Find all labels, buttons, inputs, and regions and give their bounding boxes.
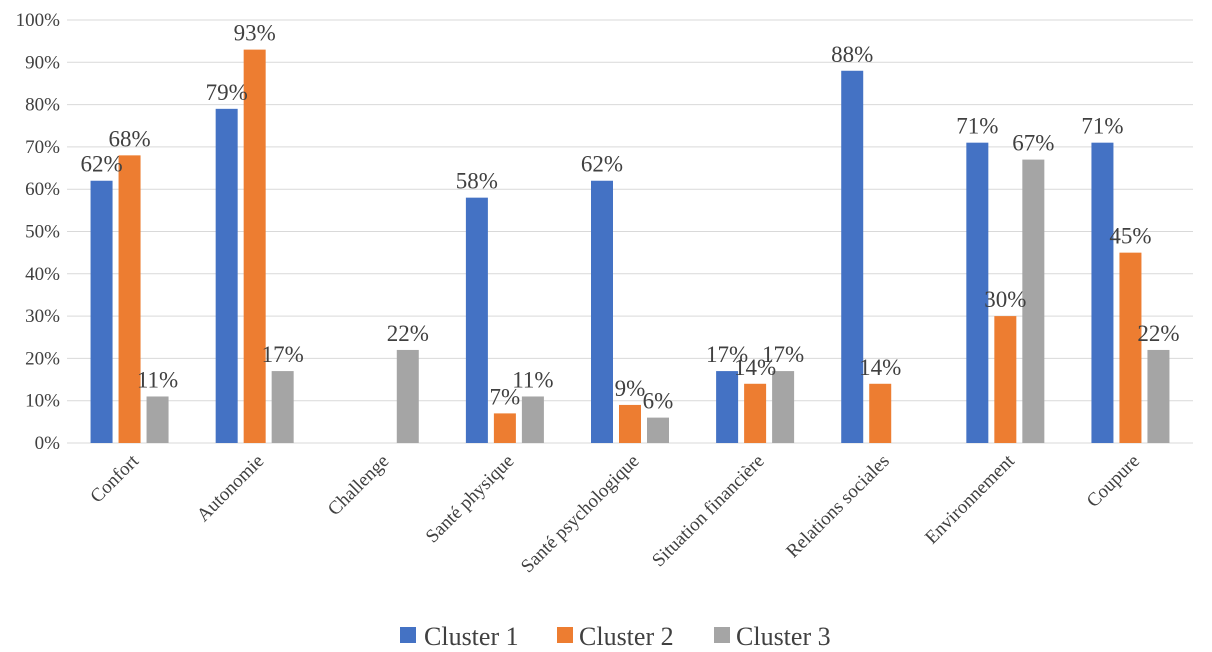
data-label: 17% xyxy=(262,342,304,367)
y-tick-label: 10% xyxy=(25,391,60,412)
y-tick-label: 40% xyxy=(25,264,60,285)
y-tick-label: 30% xyxy=(25,306,60,327)
data-label: 17% xyxy=(706,342,748,367)
y-tick-label: 90% xyxy=(25,52,60,73)
legend-item: Cluster 2 xyxy=(557,622,674,651)
legend-label: Cluster 2 xyxy=(579,622,674,651)
bar xyxy=(619,404,641,443)
data-label: 30% xyxy=(984,287,1026,312)
bar xyxy=(146,396,169,443)
y-tick-label: 50% xyxy=(25,222,60,243)
data-label: 7% xyxy=(490,384,521,409)
data-label: 93% xyxy=(234,21,276,46)
data-label: 68% xyxy=(108,126,150,151)
data-label: 14% xyxy=(859,355,901,380)
data-label: 9% xyxy=(615,376,646,401)
category-label: Confort xyxy=(86,450,143,507)
category-label: Environnement xyxy=(921,450,1019,548)
data-label: 62% xyxy=(581,152,623,177)
data-label: 45% xyxy=(1109,224,1151,249)
data-label: 67% xyxy=(1012,131,1054,156)
data-label: 11% xyxy=(512,367,553,392)
data-label: 22% xyxy=(1137,321,1179,346)
y-tick-label: 20% xyxy=(25,348,60,369)
legend-label: Cluster 1 xyxy=(424,622,519,651)
bar xyxy=(772,371,795,443)
bar xyxy=(1119,252,1142,443)
legend-label: Cluster 3 xyxy=(736,622,831,651)
bar xyxy=(841,70,864,443)
data-label: 62% xyxy=(80,152,122,177)
legend-item: Cluster 1 xyxy=(400,622,519,651)
category-label: Autonomie xyxy=(193,451,268,526)
bar xyxy=(591,180,613,444)
data-label: 88% xyxy=(831,42,873,67)
legend-swatch xyxy=(714,627,730,643)
legend: Cluster 1 Cluster 2 Cluster 3 xyxy=(400,622,831,651)
y-tick-label: 80% xyxy=(25,95,60,116)
category-label: Situation financière xyxy=(648,451,768,571)
bar xyxy=(493,413,516,443)
category-label: Santé psychologique xyxy=(517,451,643,577)
legend-swatch xyxy=(557,627,573,643)
bar xyxy=(118,155,141,444)
y-axis-ticks: 0% 10% 20% 30% 40% 50% 60% 70% 80% 90% 100% xyxy=(16,10,61,454)
bar xyxy=(994,316,1017,443)
bar xyxy=(744,383,767,443)
bars xyxy=(90,49,1170,444)
bar xyxy=(90,180,113,444)
data-label: 14% xyxy=(734,355,776,380)
category-label: Coupure xyxy=(1083,451,1144,512)
data-label: 79% xyxy=(206,80,248,105)
bar xyxy=(1147,349,1170,443)
y-tick-label: 60% xyxy=(25,179,60,200)
y-tick-label: 70% xyxy=(25,137,60,158)
bar xyxy=(966,142,989,444)
category-label: Challenge xyxy=(324,451,393,520)
bar xyxy=(465,197,488,443)
bar xyxy=(243,49,266,444)
bar xyxy=(1022,159,1045,443)
legend-swatch xyxy=(400,627,416,643)
data-label: 71% xyxy=(1081,114,1123,139)
data-label: 22% xyxy=(387,321,429,346)
bar xyxy=(271,371,294,443)
y-tick-label: 100% xyxy=(16,10,61,31)
bar xyxy=(1091,142,1114,444)
x-axis-categories: Confort Autonomie Challenge Santé physiqueS… xyxy=(86,450,1144,577)
bar xyxy=(869,383,892,443)
category-label: Santé physique xyxy=(422,451,519,548)
data-label: 17% xyxy=(762,342,804,367)
data-label: 58% xyxy=(456,169,498,194)
bar xyxy=(396,349,419,443)
data-label: 6% xyxy=(643,389,674,414)
bar xyxy=(647,417,669,443)
y-tick-label: 0% xyxy=(35,433,61,454)
bar xyxy=(215,108,238,443)
data-labels: 62%68%11%79%93%17%22%58%7%11%62%9%6%17%1… xyxy=(80,21,1179,414)
bar xyxy=(716,371,739,443)
bar xyxy=(521,396,544,443)
data-label: 71% xyxy=(956,114,998,139)
legend-item: Cluster 3 xyxy=(714,622,831,651)
data-label: 11% xyxy=(137,367,178,392)
category-label: Relations sociales xyxy=(782,451,893,562)
